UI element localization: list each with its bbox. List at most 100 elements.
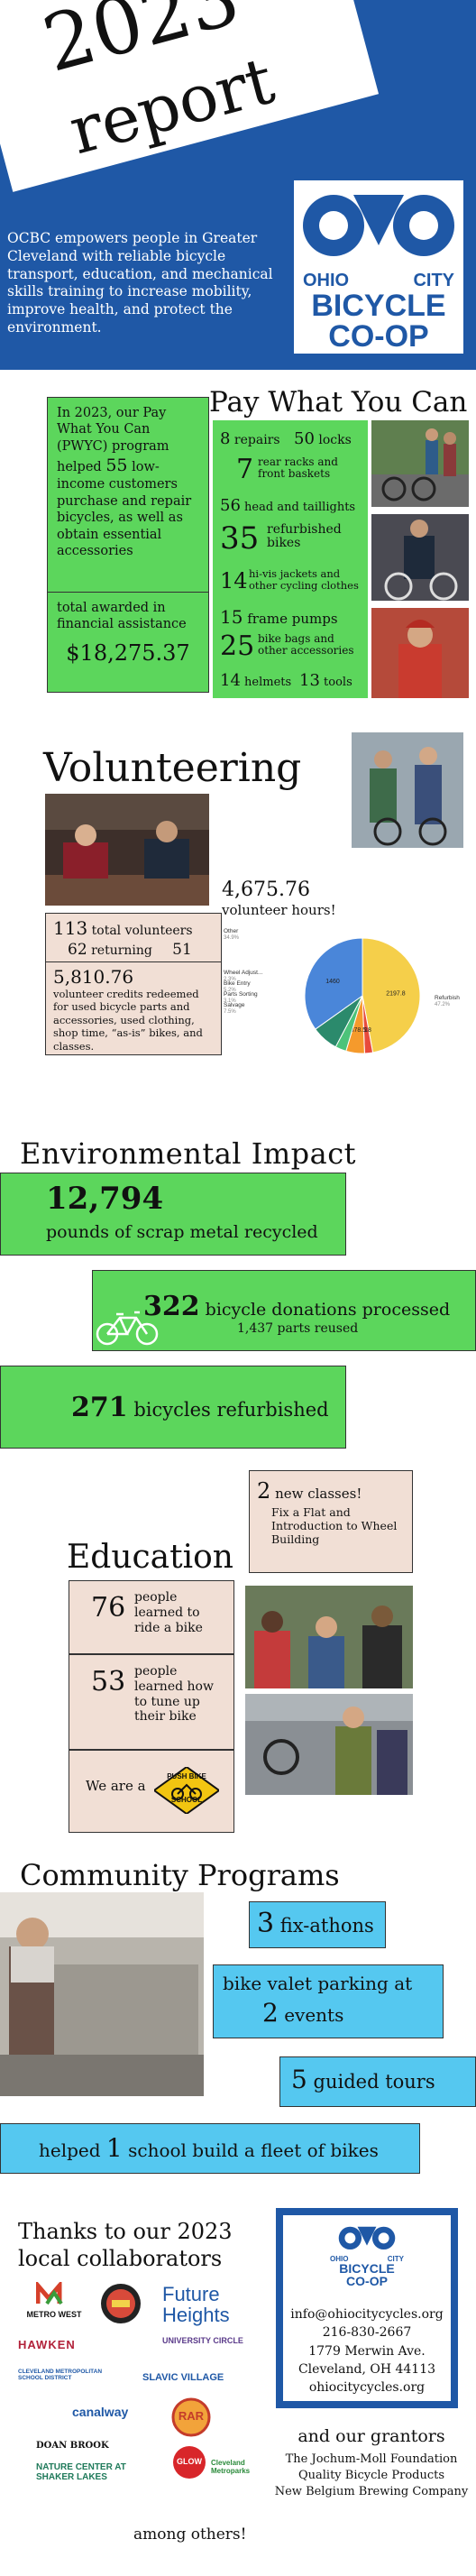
pwyc-item-racks-label: rear racks and front baskets [258, 455, 338, 481]
education-photo-class [245, 1694, 413, 1795]
grantor-2: Quality Bicycle Products [298, 2469, 445, 2483]
mission-statement: OCBC empowers people in Greater Clevelan… [7, 230, 273, 336]
new-classes-label: new classes! [275, 1486, 362, 1502]
partner-logo-university-circle: UNIVERSITY CIRCLE [162, 2336, 243, 2345]
volunteer-credits-value: 5,810.76 [53, 966, 134, 988]
contact-logo-line1: OHIO CITY [330, 2255, 404, 2263]
pie-outer-label: Bike Entry [224, 980, 251, 987]
refurbished-value: 271 [71, 1392, 128, 1423]
refurbished-box: 271 bicycles refurbished [0, 1366, 346, 1449]
tours-value: 5 [291, 2065, 307, 2094]
pwyc-item-racks-num: 7 [236, 454, 254, 485]
partner-logo-hawken: HAWKEN [18, 2338, 76, 2351]
thanks-title-line1: Thanks to our 2023 [18, 2219, 233, 2244]
volunteer-hours-pie-chart: 2197.8 218 878.5 1460 Refurbish 47.2% Other 34.… [222, 924, 474, 1068]
volunteers-new: 51 [172, 941, 192, 959]
partner-logo-doan-brook: DOAN BROOK [36, 2441, 109, 2451]
partner-logo-glow: GLOW [171, 2444, 207, 2480]
learned-tune-value: 53 [91, 1666, 126, 1697]
valet-text-b: events [284, 2004, 344, 2026]
bicycle-icon [96, 1311, 159, 1346]
contact-logo-mark-icon [338, 2226, 396, 2250]
among-others-label: among others! [133, 2525, 247, 2544]
pie-inner-label: 218 [361, 1027, 371, 1034]
donations-line: 322 bicycle donations processed [143, 1291, 450, 1322]
report-header: 2023 report OCBC empowers people in Grea… [0, 0, 476, 370]
donations-box: 322 bicycle donations processed 1,437 pa… [92, 1270, 476, 1351]
pie-outer-label: Other [224, 928, 239, 934]
volunteers-total-label: total volunteers [91, 924, 193, 938]
volunteering-title: Volunteering [43, 745, 302, 791]
metro-west-m-icon [35, 2279, 63, 2305]
community-photo-trailer [0, 1892, 204, 2096]
pie-outer-label: Salvage [224, 1002, 245, 1008]
we-are-label: We are a [86, 1778, 146, 1794]
pwyc-total-box: total awarded in financial assistance $1… [47, 592, 209, 693]
pie-outer-pct: 34.9% [224, 935, 240, 941]
pie-outer-label: Parts Sorting [224, 991, 258, 998]
grantors-list: The Jochum-Moll Foundation Quality Bicyc… [267, 2452, 476, 2501]
logo-mark-icon [303, 195, 454, 256]
pwyc-customers-count: 55 [105, 455, 128, 476]
partner-logo-cleveland-metroparks: Cleveland Metroparks [211, 2459, 251, 2475]
pwyc-total-label: total awarded in financial assistance [57, 601, 187, 632]
pwyc-item-jackets-label: hi-vis jackets and other cycling clothes [249, 567, 359, 592]
learned-ride-label: people learned to ride a bike [134, 1590, 203, 1635]
ohio-city-bicycle-coop-logo: OHIO CITY BICYCLE CO-OP [294, 180, 463, 354]
pie-outer-label: Refurbish [435, 995, 460, 1001]
contact-website[interactable]: ohiocitycycles.org [308, 2380, 426, 2396]
pie-inner-label: 1460 [325, 979, 340, 985]
refurbished-line: 271 bicycles refurbished [71, 1392, 329, 1423]
volunteer-hours-value: 4,675.76 [222, 879, 310, 901]
contact-details: info@ohiocitycycles.org 216-830-2667 177… [283, 2305, 451, 2397]
partner-badge-icon [101, 2284, 141, 2323]
volunteering-photo-workshop [45, 794, 209, 906]
community-title: Community Programs [20, 1858, 340, 1892]
grantor-1: The Jochum-Moll Foundation [285, 2452, 458, 2466]
glow-badge-icon [173, 2446, 206, 2479]
volunteer-hours-label: volunteer hours! [222, 902, 336, 918]
push-bike-school-box: We are a PUSH BIKE SCHOOL [69, 1750, 234, 1833]
school-text-a: helped [39, 2139, 101, 2161]
pwyc-item-locks: 50 locks [294, 429, 352, 448]
pwyc-item-pumps: 15 frame pumps [220, 606, 338, 628]
tours-box: 5 guided tours [279, 2056, 476, 2107]
donations-label: bicycle donations processed [205, 1300, 451, 1320]
pwyc-photo-helmet [371, 608, 469, 698]
partner-logo-cmsd: CLEVELAND METROPOLITAN SCHOOL DISTRICT [18, 2369, 103, 2382]
contact-phone[interactable]: 216-830-2667 [322, 2325, 412, 2341]
refurbished-label: bicycles refurbished [133, 1399, 329, 1421]
pie-slice-other [304, 937, 363, 1030]
partner-logo-future-heights: Future Heights [162, 2283, 230, 2327]
badge-bottom-text: SCHOOL [170, 1796, 203, 1804]
learned-tune-label: people learned how to tune up their bike [134, 1664, 214, 1725]
fixathons-value: 3 [257, 1908, 275, 1939]
logo-coop: CO-OP [328, 319, 429, 354]
pie-inner-label: 878.5 [351, 1027, 367, 1034]
pie-slice-refurbish [362, 937, 421, 1053]
pwyc-item-tools: 13 tools [299, 671, 352, 690]
learned-tune-box: 53 people learned how to tune up their b… [69, 1654, 234, 1750]
logo-bicycle: BICYCLE [311, 289, 446, 323]
rar-badge-icon [171, 2397, 211, 2437]
partner-logo-metro-west: METRO WEST [18, 2279, 90, 2323]
valet-value: 2 [262, 1998, 279, 2028]
new-classes-detail: Fix a Flat and Introduction to Wheel Bui… [271, 1505, 398, 1546]
scrap-metal-label: pounds of scrap metal recycled [46, 1222, 318, 1242]
grantors-title: and our grantors [298, 2426, 445, 2446]
education-title: Education [67, 1539, 233, 1576]
scrap-metal-value: 12,794 [46, 1181, 164, 1217]
scrap-metal-box: 12,794 pounds of scrap metal recycled [0, 1173, 346, 1256]
badge-top-text: PUSH BIKE [167, 1772, 206, 1780]
new-classes-box: 2 new classes! Fix a Flat and Introducti… [249, 1470, 413, 1573]
pwyc-item-bikes-num: 35 [220, 520, 260, 557]
pwyc-items-box: 8 repairs 50 locks 7 rear racks and fron… [213, 420, 368, 698]
pwyc-item-bikes-label: refurbished bikes [267, 522, 342, 551]
donations-value: 322 [143, 1291, 200, 1322]
contact-email[interactable]: info@ohiocitycycles.org [290, 2307, 444, 2322]
grantor-3: New Belgium Brewing Company [274, 2485, 469, 2499]
school-text-b: school build a fleet of bikes [128, 2139, 379, 2161]
environment-title: Environmental Impact [20, 1136, 357, 1171]
learned-ride-value: 76 [91, 1592, 126, 1624]
pie-outer-pct: 3.1% [224, 998, 236, 1004]
